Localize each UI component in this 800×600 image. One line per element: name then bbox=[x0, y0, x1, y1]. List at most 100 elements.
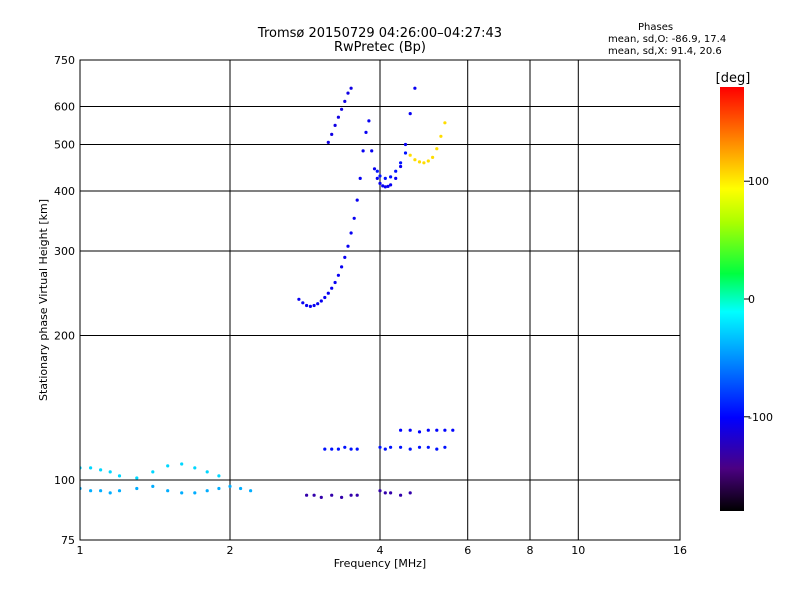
chart-subtitle: RwPretec (Bp) bbox=[333, 40, 427, 55]
echo-point bbox=[333, 123, 337, 127]
echo-point bbox=[367, 119, 371, 123]
echo-point bbox=[166, 489, 170, 493]
y-tick-label: 600 bbox=[54, 101, 75, 114]
echo-point bbox=[217, 486, 221, 491]
echo-point bbox=[205, 489, 209, 493]
chart-title: Tromsø 20150729 04:26:00–04:27:43 bbox=[257, 26, 503, 41]
tick-labels-layer: 1 2 4 6 8 10 16 75 100 200 300 400 500 600 750 bbox=[54, 54, 687, 557]
echo-point bbox=[361, 149, 365, 153]
echo-point bbox=[408, 491, 412, 495]
phase-stats-o-mode: mean, sd,O: -86.9, 17.4 bbox=[608, 34, 727, 45]
echo-point bbox=[319, 299, 323, 303]
echo-point bbox=[443, 445, 447, 449]
echo-point bbox=[417, 445, 422, 449]
phase-stats-x-mode: mean, sd,X: 91.4, 20.6 bbox=[608, 46, 722, 57]
echo-point bbox=[312, 493, 316, 497]
echo-point bbox=[383, 447, 387, 451]
echo-point bbox=[383, 176, 387, 180]
echo-point bbox=[408, 153, 412, 157]
echo-point bbox=[375, 169, 379, 173]
echo-point bbox=[370, 149, 374, 153]
echo-point bbox=[352, 216, 356, 220]
y-tick-label: 500 bbox=[54, 139, 75, 152]
echo-point bbox=[358, 176, 362, 180]
echo-point bbox=[333, 280, 337, 285]
echo-point bbox=[349, 493, 353, 497]
echo-point bbox=[355, 198, 359, 202]
echo-point bbox=[372, 167, 377, 171]
echo-point bbox=[326, 291, 330, 295]
echo-point bbox=[399, 493, 403, 497]
echo-point bbox=[443, 121, 447, 125]
echo-point bbox=[378, 489, 382, 493]
echo-point bbox=[417, 430, 422, 434]
echo-point bbox=[305, 493, 309, 497]
echo-point bbox=[349, 231, 353, 235]
echo-point bbox=[180, 462, 184, 466]
echo-point bbox=[346, 244, 350, 248]
y-axis-label: Stationary phase Virtual Height [km] bbox=[37, 199, 50, 401]
echo-point bbox=[389, 183, 393, 187]
echo-point bbox=[422, 161, 426, 165]
echo-point bbox=[239, 486, 243, 491]
echo-point bbox=[217, 474, 221, 478]
colorbar bbox=[720, 87, 744, 511]
echo-point bbox=[336, 115, 340, 119]
echo-point bbox=[330, 286, 334, 290]
echo-point bbox=[330, 447, 334, 451]
echo-point bbox=[228, 484, 232, 488]
echo-point bbox=[301, 301, 305, 305]
echo-point bbox=[336, 447, 340, 451]
echo-point bbox=[297, 297, 301, 301]
echo-point bbox=[340, 265, 344, 269]
echo-point bbox=[151, 484, 155, 488]
echo-point bbox=[399, 428, 403, 432]
echo-point bbox=[408, 447, 412, 451]
echo-point bbox=[180, 491, 184, 495]
colorbar-ticks: 100 0 -100 bbox=[744, 175, 773, 424]
colorbar-tick-label: 0 bbox=[748, 293, 755, 306]
x-tick-label: 2 bbox=[227, 544, 234, 557]
echo-point bbox=[413, 86, 417, 90]
x-tick-label: 16 bbox=[673, 544, 687, 557]
echo-point bbox=[323, 295, 327, 300]
colorbar-label: [deg] bbox=[716, 71, 751, 86]
echo-point bbox=[135, 476, 139, 480]
echo-point bbox=[399, 164, 403, 169]
echo-point bbox=[316, 302, 320, 306]
echo-point bbox=[326, 140, 330, 144]
echo-point bbox=[383, 185, 387, 189]
echo-point bbox=[451, 428, 455, 432]
echo-point bbox=[399, 445, 403, 449]
echo-point bbox=[378, 181, 382, 185]
echo-point bbox=[355, 447, 359, 451]
echo-point bbox=[135, 486, 139, 491]
echo-point bbox=[117, 489, 122, 493]
x-tick-label: 6 bbox=[464, 544, 471, 557]
echo-point bbox=[381, 184, 385, 188]
echo-point bbox=[89, 466, 93, 470]
echo-point bbox=[408, 112, 412, 116]
echo-point bbox=[330, 493, 334, 497]
echo-point bbox=[319, 495, 323, 499]
echo-point bbox=[389, 175, 393, 179]
echo-point bbox=[108, 470, 112, 474]
x-tick-label: 4 bbox=[377, 544, 384, 557]
echo-point bbox=[151, 470, 155, 474]
echo-point bbox=[249, 489, 253, 493]
y-tick-label: 300 bbox=[54, 245, 75, 258]
echo-point bbox=[308, 304, 312, 308]
phase-stats-title: Phases bbox=[638, 22, 674, 33]
echo-point bbox=[193, 466, 197, 470]
echo-point bbox=[193, 491, 197, 495]
echo-point bbox=[426, 159, 430, 163]
x-tick-label: 10 bbox=[571, 544, 585, 557]
echo-point bbox=[408, 428, 412, 432]
colorbar-tick-label: -100 bbox=[748, 411, 773, 424]
echo-point bbox=[349, 447, 353, 451]
echo-point bbox=[394, 169, 398, 173]
echo-point bbox=[413, 158, 417, 162]
plot-frame bbox=[79, 59, 681, 541]
echo-point bbox=[435, 147, 439, 151]
echo-point bbox=[394, 176, 398, 180]
